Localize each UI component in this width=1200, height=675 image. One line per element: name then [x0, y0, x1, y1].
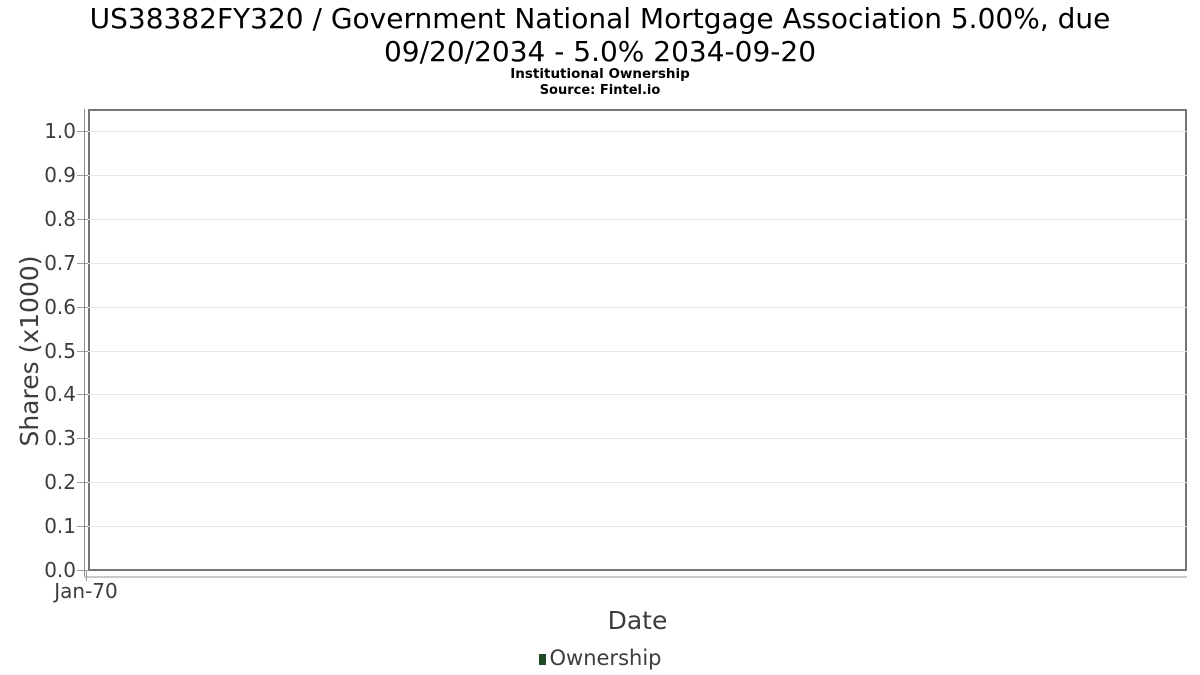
gridline-y-0.4	[88, 394, 1187, 395]
gridline-y-0.7	[88, 263, 1187, 264]
x-axis-title: Date	[607, 606, 668, 635]
gridline-y-0.5	[88, 351, 1187, 352]
y-axis-tick-label-0.9: 0.9	[44, 163, 76, 187]
y-axis-tick-label-0.3: 0.3	[44, 426, 76, 450]
y-axis-tick-label-0.1: 0.1	[44, 514, 76, 538]
y-axis-tick-mark-0.1	[77, 526, 88, 527]
y-axis-tick-mark-0.2	[77, 482, 88, 483]
y-axis-tick-mark-0.9	[77, 175, 88, 176]
gridline-y-0.1	[88, 526, 1187, 527]
chart-subtitle: Institutional Ownership	[510, 66, 690, 82]
y-axis-tick-mark-0.0	[77, 570, 88, 571]
legend-label-ownership: Ownership	[549, 646, 662, 670]
y-axis-tick-label-0.0: 0.0	[44, 558, 76, 582]
chart-title: US38382FY320 / Government National Mortg…	[0, 2, 1200, 68]
y-axis-tick-mark-0.6	[77, 307, 88, 308]
gridline-y-1.0	[88, 131, 1187, 132]
y-axis-tick-mark-0.5	[77, 351, 88, 352]
chart-title-line2: 09/20/2034 - 5.0% 2034-09-20	[383, 35, 817, 68]
y-axis-tick-label-0.8: 0.8	[44, 207, 76, 231]
legend-marker-ownership	[538, 653, 546, 665]
chart-title-line1: US38382FY320 / Government National Mortg…	[89, 2, 1111, 35]
x-axis-line	[84, 576, 1187, 578]
gridline-y-0.3	[88, 438, 1187, 439]
y-axis-tick-label-0.2: 0.2	[44, 470, 76, 494]
y-axis-tick-label-0.6: 0.6	[44, 295, 76, 319]
y-axis-tick-label-0.7: 0.7	[44, 251, 76, 275]
gridline-y-0.2	[88, 482, 1187, 483]
y-axis-tick-mark-0.8	[77, 219, 88, 220]
y-axis-tick-label-0.5: 0.5	[44, 339, 76, 363]
y-axis-tick-mark-0.4	[77, 394, 88, 395]
y-axis-tick-mark-0.7	[77, 263, 88, 264]
chart-source-credit: Source: Fintel.io	[539, 83, 661, 98]
gridline-y-0.9	[88, 175, 1187, 176]
y-axis-tick-label-1.0: 1.0	[44, 119, 76, 143]
gridline-y-0.6	[88, 307, 1187, 308]
y-axis-line	[84, 109, 85, 577]
y-axis-tick-label-0.4: 0.4	[44, 382, 76, 406]
plot-area	[88, 109, 1187, 571]
legend: Ownership	[0, 645, 1200, 671]
gridline-y-0.8	[88, 219, 1187, 220]
x-axis-tick-mark	[86, 571, 87, 581]
y-axis-tick-mark-0.3	[77, 438, 88, 439]
x-axis-tick-label: Jan-70	[54, 579, 118, 603]
y-axis-tick-mark-1.0	[77, 131, 88, 132]
